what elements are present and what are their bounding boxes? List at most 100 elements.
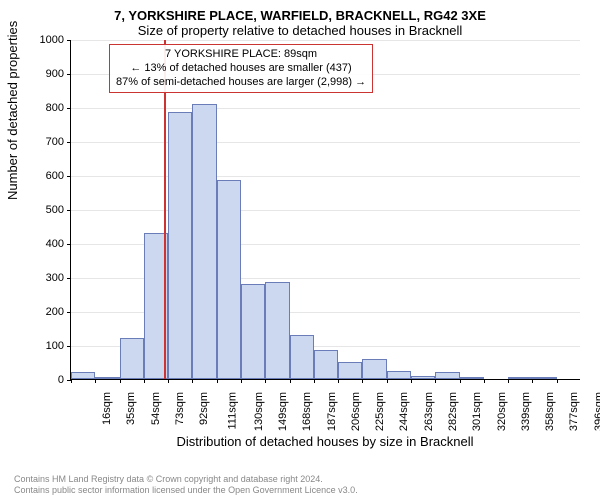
xtick-mark: [435, 379, 436, 383]
xtick-label: 187sqm: [326, 392, 338, 431]
xtick-label: 282sqm: [447, 392, 459, 431]
histogram-bar: [460, 377, 484, 379]
xtick-mark: [144, 379, 145, 383]
xtick-mark: [192, 379, 193, 383]
histogram-bar: [362, 359, 386, 379]
xtick-label: 358sqm: [544, 392, 556, 431]
histogram-bar: [192, 104, 216, 379]
histogram-bar: [508, 377, 532, 379]
plot-region: 7 YORKSHIRE PLACE: 89sqm← 13% of detache…: [70, 40, 580, 380]
xtick-mark: [314, 379, 315, 383]
xtick-mark: [265, 379, 266, 383]
histogram-bar: [71, 372, 95, 379]
xtick-label: 244sqm: [399, 392, 411, 431]
histogram-bar: [338, 362, 362, 379]
histogram-bar: [290, 335, 314, 379]
xtick-mark: [484, 379, 485, 383]
xtick-mark: [411, 379, 412, 383]
xtick-mark: [71, 379, 72, 383]
chart-title-line2: Size of property relative to detached ho…: [14, 23, 586, 38]
ytick-mark: [67, 312, 71, 313]
xtick-mark: [532, 379, 533, 383]
histogram-bar: [435, 372, 459, 379]
xtick-mark: [557, 379, 558, 383]
histogram-bar: [387, 371, 411, 380]
ytick-mark: [67, 40, 71, 41]
xtick-mark: [168, 379, 169, 383]
xtick-mark: [362, 379, 363, 383]
xtick-label: 54sqm: [150, 392, 162, 425]
histogram-chart: 7, YORKSHIRE PLACE, WARFIELD, BRACKNELL,…: [0, 0, 600, 500]
ytick-mark: [67, 108, 71, 109]
xtick-mark: [290, 379, 291, 383]
chart-footer: Contains HM Land Registry data © Crown c…: [14, 474, 586, 496]
footer-line2: Contains public sector information licen…: [14, 485, 586, 496]
ytick-label: 500: [24, 204, 64, 216]
grid-line: [71, 142, 580, 143]
y-axis-title: Number of detached properties: [5, 21, 20, 200]
xtick-label: 301sqm: [471, 392, 483, 431]
ytick-mark: [67, 278, 71, 279]
ytick-label: 800: [24, 102, 64, 114]
xtick-mark: [460, 379, 461, 383]
histogram-bar: [532, 377, 556, 379]
ytick-mark: [67, 244, 71, 245]
ytick-label: 900: [24, 68, 64, 80]
ytick-label: 100: [24, 340, 64, 352]
xtick-label: 225sqm: [374, 392, 386, 431]
ytick-mark: [67, 176, 71, 177]
xtick-mark: [338, 379, 339, 383]
xtick-label: 92sqm: [198, 392, 210, 425]
xtick-mark: [387, 379, 388, 383]
ytick-mark: [67, 346, 71, 347]
histogram-bar: [265, 282, 289, 379]
histogram-bar: [95, 377, 119, 379]
annotation-line3: 87% of semi-detached houses are larger (…: [116, 76, 366, 90]
xtick-label: 130sqm: [253, 392, 265, 431]
ytick-label: 300: [24, 272, 64, 284]
ytick-label: 1000: [24, 34, 64, 46]
chart-title-line1: 7, YORKSHIRE PLACE, WARFIELD, BRACKNELL,…: [14, 8, 586, 23]
xtick-mark: [120, 379, 121, 383]
grid-line: [71, 40, 580, 41]
xtick-mark: [95, 379, 96, 383]
ytick-label: 700: [24, 136, 64, 148]
ytick-mark: [67, 210, 71, 211]
ytick-label: 0: [24, 374, 64, 386]
ytick-mark: [67, 142, 71, 143]
ytick-mark: [67, 74, 71, 75]
histogram-bar: [217, 180, 241, 379]
histogram-bar: [120, 338, 144, 379]
annotation-box: 7 YORKSHIRE PLACE: 89sqm← 13% of detache…: [109, 44, 373, 93]
xtick-label: 396sqm: [593, 392, 600, 431]
xtick-label: 377sqm: [569, 392, 581, 431]
xtick-label: 263sqm: [423, 392, 435, 431]
xtick-mark: [508, 379, 509, 383]
xtick-mark: [241, 379, 242, 383]
histogram-bar: [241, 284, 265, 379]
footer-line1: Contains HM Land Registry data © Crown c…: [14, 474, 586, 485]
xtick-label: 320sqm: [496, 392, 508, 431]
histogram-bar: [168, 112, 192, 379]
grid-line: [71, 176, 580, 177]
grid-line: [71, 108, 580, 109]
xtick-label: 206sqm: [350, 392, 362, 431]
ytick-label: 200: [24, 306, 64, 318]
plot-area: 7 YORKSHIRE PLACE: 89sqm← 13% of detache…: [70, 40, 580, 380]
xtick-label: 111sqm: [227, 392, 239, 430]
ytick-label: 400: [24, 238, 64, 250]
xtick-label: 35sqm: [125, 392, 137, 425]
xtick-label: 16sqm: [101, 392, 113, 425]
histogram-bar: [411, 376, 435, 379]
annotation-line1: 7 YORKSHIRE PLACE: 89sqm: [116, 48, 366, 62]
annotation-line2: ← 13% of detached houses are smaller (43…: [116, 62, 366, 76]
xtick-label: 73sqm: [174, 392, 186, 425]
xtick-label: 168sqm: [301, 392, 313, 431]
histogram-bar: [314, 350, 338, 379]
xtick-label: 149sqm: [277, 392, 289, 431]
xtick-mark: [217, 379, 218, 383]
xtick-label: 339sqm: [520, 392, 532, 431]
x-axis-title: Distribution of detached houses by size …: [70, 434, 580, 449]
ytick-label: 600: [24, 170, 64, 182]
grid-line: [71, 210, 580, 211]
